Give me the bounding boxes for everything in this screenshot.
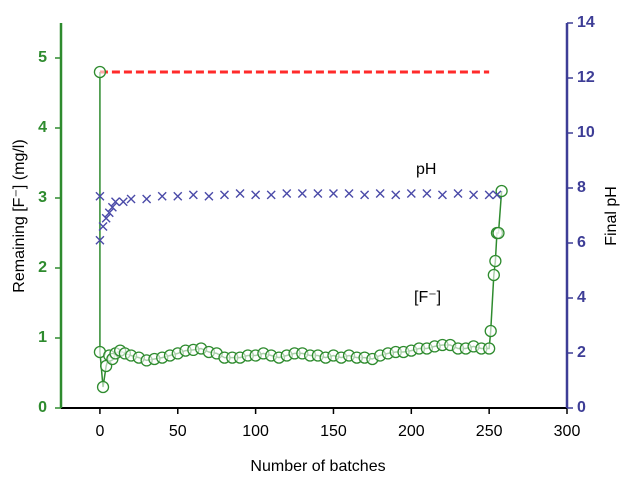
data-point [142, 194, 152, 204]
y-axis-label: Remaining [F⁻] (mg/l) [11, 139, 28, 292]
data-point [157, 191, 167, 201]
x-tick-label: 50 [169, 423, 187, 440]
data-point [282, 189, 292, 198]
data-point [235, 189, 245, 198]
y-tick-label: 0 [38, 399, 47, 416]
y-tick-label: 3 [38, 189, 47, 206]
data-point [101, 213, 111, 223]
y2-tick-label: 8 [577, 179, 586, 196]
data-point [95, 191, 105, 201]
y2-tick-label: 14 [577, 14, 595, 31]
data-point [126, 194, 136, 204]
x-tick-label: 250 [476, 423, 503, 440]
data-point [375, 189, 385, 198]
x-tick-label: 150 [320, 423, 347, 440]
data-point [328, 189, 338, 198]
data-point [492, 226, 505, 240]
data-point [297, 189, 307, 198]
data-point [188, 190, 198, 200]
y2-axis-label: Final pH [603, 186, 620, 246]
y2-tick-label: 10 [577, 124, 595, 141]
x-tick-label: 300 [554, 423, 581, 440]
data-point [453, 189, 463, 198]
data-point [95, 235, 105, 245]
data-point [118, 197, 128, 207]
x-tick-label: 100 [242, 423, 269, 440]
data-point [313, 189, 323, 198]
data-point [391, 190, 401, 200]
data-point [437, 190, 447, 200]
data-point [487, 268, 500, 282]
data-point [219, 190, 229, 200]
data-point [266, 190, 276, 200]
x-axis-label: Number of batches [250, 458, 385, 475]
data-point [110, 197, 120, 207]
x-tick-label: 200 [398, 423, 425, 440]
y2-tick-label: 6 [577, 234, 586, 251]
data-point [484, 324, 497, 338]
annotation: [F⁻] [414, 289, 441, 306]
data-point [406, 189, 416, 198]
data-point [489, 254, 502, 268]
x-tick-label: 0 [95, 423, 104, 440]
y-tick-label: 1 [38, 329, 47, 346]
data-point [107, 202, 117, 212]
y2-tick-label: 12 [577, 69, 595, 86]
data-point [98, 222, 108, 231]
data-point [93, 65, 107, 79]
data-point [483, 342, 496, 355]
data-point [251, 190, 261, 200]
data-point [484, 190, 494, 200]
y2-tick-label: 0 [577, 399, 586, 416]
data-point [204, 191, 214, 201]
data-point [344, 189, 354, 198]
y-tick-label: 4 [38, 119, 47, 136]
data-point [492, 190, 502, 200]
y2-tick-label: 4 [577, 289, 586, 306]
y-tick-label: 2 [38, 259, 47, 276]
annotation: pH [416, 161, 436, 178]
data-point [422, 189, 432, 198]
y-tick-label: 5 [38, 49, 47, 66]
y2-tick-label: 2 [577, 344, 586, 361]
data-point [173, 191, 183, 201]
data-point [360, 190, 370, 200]
data-point [96, 380, 110, 394]
data-point [469, 190, 479, 200]
data-point [104, 208, 114, 218]
